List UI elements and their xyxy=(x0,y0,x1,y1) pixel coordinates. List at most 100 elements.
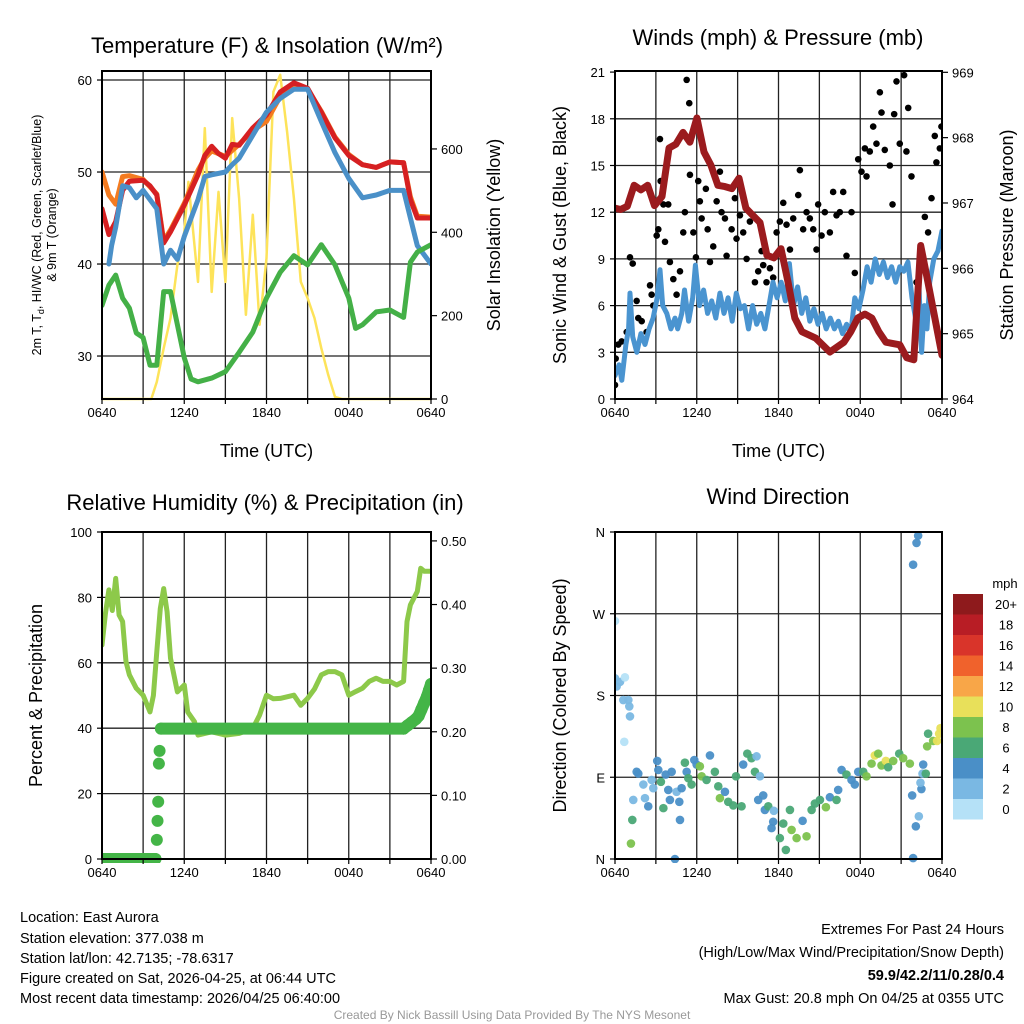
x-tick-label: 0040 xyxy=(846,865,875,880)
x-tick-label: 1840 xyxy=(764,405,793,420)
gust-point xyxy=(704,226,711,233)
gust-point xyxy=(681,208,689,216)
wind-direction-point xyxy=(643,802,653,811)
y-tick-label: 30 xyxy=(78,349,92,364)
legend-label: 6 xyxy=(1002,741,1009,756)
wind-direction-point xyxy=(916,778,925,787)
legend-label: 18 xyxy=(999,618,1013,633)
station-latlon: Station lat/lon: 42.7135; -78.6317 xyxy=(20,951,234,967)
y2-axis-label: Solar Insolation (Yellow) xyxy=(484,139,504,331)
gust-point xyxy=(759,261,767,269)
chart-title: Temperature (F) & Insolation (W/m²) xyxy=(91,33,443,58)
chart-panels: 0640 1240 1840 0040 0640304050600200400600Te… xyxy=(26,25,1018,880)
y-tick-label: N xyxy=(596,525,605,540)
wind-direction-point xyxy=(620,673,630,682)
wind-direction-point xyxy=(932,736,942,746)
speed-legend: mph 20+ 18 16 14 12 10 8 6 4 2 0 xyxy=(953,576,1018,820)
y-tick-label: 80 xyxy=(78,590,92,605)
y-tick-label: 20 xyxy=(78,787,92,802)
wind-direction-point xyxy=(775,833,785,843)
gust-point xyxy=(690,229,697,236)
legend-label: 20+ xyxy=(995,597,1017,612)
data-timestamp: Most recent data timestamp: 2026/04/25 0… xyxy=(20,991,340,1007)
gust-point xyxy=(848,208,855,216)
gust-point xyxy=(731,194,739,202)
y2-tick-label: 0.10 xyxy=(441,788,466,803)
wind-direction-point xyxy=(628,795,638,805)
gust-point xyxy=(754,268,762,275)
wind-direction-point xyxy=(640,793,650,803)
y-tick-label: S xyxy=(596,689,605,704)
wind-direction-point xyxy=(769,806,779,816)
legend-swatch xyxy=(953,614,983,635)
gust-point xyxy=(783,221,790,228)
wind-direction-point xyxy=(850,780,860,789)
gust-point xyxy=(751,278,759,286)
legend-title: mph xyxy=(992,576,1017,591)
wind-direction-point xyxy=(825,792,835,802)
precip-point xyxy=(153,744,166,757)
legend-swatch xyxy=(953,696,983,717)
wind-direction-point xyxy=(787,825,796,835)
gust-point xyxy=(626,254,634,261)
series-line-solar-insolation xyxy=(102,73,431,401)
x-tick-label: 0040 xyxy=(334,865,363,880)
wind-direction-point xyxy=(873,749,883,758)
wind-direction-point xyxy=(647,775,656,785)
gust-point xyxy=(618,338,625,345)
wind-direction-point xyxy=(628,815,637,825)
gust-point xyxy=(702,185,710,193)
y-tick-label: 60 xyxy=(78,656,92,671)
gust-point xyxy=(763,278,770,286)
wind-direction-point xyxy=(821,802,831,812)
gust-point xyxy=(813,246,820,253)
wind-direction-point xyxy=(615,616,620,626)
wind-direction-point xyxy=(758,791,768,800)
x-tick-label: 0640 xyxy=(88,405,117,420)
y-tick-label: 0 xyxy=(598,392,605,407)
legend-swatch xyxy=(953,717,983,738)
gust-point xyxy=(931,132,939,140)
y2-tick-label: 400 xyxy=(441,225,463,240)
wind-direction-point xyxy=(652,756,662,766)
wind-direction-point xyxy=(798,816,807,826)
wind-direction-point xyxy=(687,780,696,789)
gust-point xyxy=(728,226,735,233)
y-axis-label-line2: & 9m T (Orange) xyxy=(45,188,59,281)
y2-tick-label: 0.40 xyxy=(441,598,466,613)
plot-area xyxy=(615,531,942,863)
wind-direction-point xyxy=(659,803,668,813)
precip-point xyxy=(151,814,164,827)
wind-direction-point xyxy=(908,560,918,569)
legend-label: 12 xyxy=(999,679,1013,694)
gust-point xyxy=(713,197,720,205)
gust-point xyxy=(696,197,704,205)
gust-point xyxy=(694,177,702,185)
wind-direction-point xyxy=(677,783,686,793)
y-axis-label: Direction (Colored By Speed) xyxy=(550,578,570,812)
y2-tick-label: 0.50 xyxy=(441,534,466,549)
x-tick-label: 1240 xyxy=(682,405,711,420)
gust-point xyxy=(666,258,674,266)
y-tick-label: 40 xyxy=(78,257,92,272)
chart-title: Winds (mph) & Pressure (mb) xyxy=(633,25,924,50)
wind-direction-point xyxy=(625,702,634,711)
gust-point xyxy=(686,171,694,179)
y-tick-label: 0 xyxy=(85,852,92,867)
gust-point xyxy=(881,146,889,154)
x-axis-label: Time (UTC) xyxy=(220,441,313,461)
y-tick-label: N xyxy=(596,852,605,867)
series-line-station-pressure xyxy=(615,114,942,364)
gust-point xyxy=(854,155,862,163)
y-tick-label: 50 xyxy=(78,165,92,180)
x-tick-label: 0040 xyxy=(846,405,875,420)
gust-point xyxy=(769,274,777,281)
wind-direction-point xyxy=(922,742,932,751)
y-axis-label: 2m T, Td, HI/WC (Red, Green, Scarlet/Blu… xyxy=(30,115,46,356)
precip-point xyxy=(425,678,431,691)
wind-direction-point xyxy=(675,815,685,825)
wind-direction-point xyxy=(862,772,871,781)
wind-direction-point xyxy=(921,769,931,778)
x-tick-label: 1240 xyxy=(170,405,199,420)
